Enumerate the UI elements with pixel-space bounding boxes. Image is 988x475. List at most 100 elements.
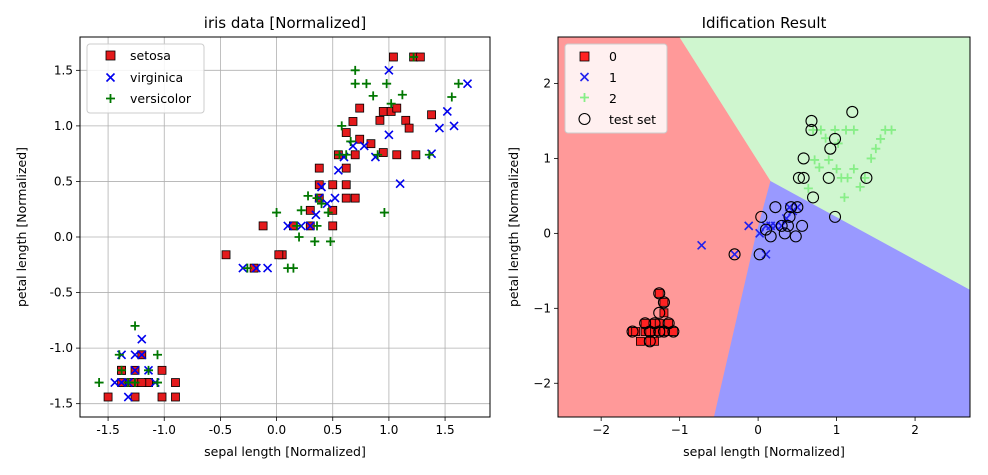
virginica-point xyxy=(130,365,140,375)
versicolor-point xyxy=(292,221,302,231)
setosa-point xyxy=(355,134,365,144)
virginica-point xyxy=(384,65,394,75)
setosa-point xyxy=(404,123,414,133)
test-set-point xyxy=(643,325,656,338)
virginica-point xyxy=(316,182,327,192)
test-set-point xyxy=(828,132,842,145)
virginica-point xyxy=(311,210,321,220)
legend-class1-label: 1 xyxy=(609,70,617,85)
versicolor-point xyxy=(303,191,313,201)
setosa-point xyxy=(258,221,268,231)
setosa-point xyxy=(375,115,385,125)
test-set-point xyxy=(789,230,802,243)
versicolor-point xyxy=(382,79,392,89)
versicolor-point xyxy=(153,378,163,388)
virginica-point xyxy=(330,193,340,203)
class-2-point xyxy=(849,125,859,135)
y-tick-label: 1 xyxy=(543,151,551,165)
y-tick-label: -1.5 xyxy=(50,397,73,411)
left-legend-box xyxy=(86,43,205,114)
class-1-point xyxy=(744,221,754,231)
virginica-point xyxy=(395,179,405,189)
setosa-point xyxy=(103,392,113,402)
test-set-point xyxy=(796,219,809,232)
class-0-point xyxy=(659,297,669,307)
test-set-point xyxy=(805,123,818,136)
versicolor-point xyxy=(288,263,298,273)
versicolor-point xyxy=(317,199,327,209)
right-plot-frame xyxy=(557,36,971,418)
x-tick-label: −1 xyxy=(671,423,689,437)
legend-virginica-marker xyxy=(105,72,116,83)
setosa-point xyxy=(341,163,351,173)
virginica-point xyxy=(251,263,261,273)
setosa-point xyxy=(328,221,338,231)
legend-class0-label: 0 xyxy=(609,49,617,64)
virginica-point xyxy=(305,221,315,231)
versicolor-point xyxy=(153,350,163,360)
left-data-points xyxy=(94,52,473,402)
versicolor-point xyxy=(447,92,457,102)
class-2-point xyxy=(821,133,831,143)
test-set-point xyxy=(781,219,794,232)
right-legend-box xyxy=(564,43,668,134)
test-set-point xyxy=(775,219,788,232)
test-set-point xyxy=(806,191,820,204)
test-set-point xyxy=(657,296,670,309)
right-x-axis-label: sepal length [Normalized] xyxy=(683,444,845,459)
test-set-point xyxy=(824,142,837,155)
test-set-point xyxy=(653,325,666,338)
x-tick-label: 2 xyxy=(911,423,919,437)
y-tick-label: 1.5 xyxy=(54,63,73,77)
virginica-point xyxy=(449,121,459,131)
class-1-point xyxy=(761,221,771,231)
class-0-point xyxy=(650,336,659,346)
virginica-point xyxy=(116,377,127,388)
versicolor-point xyxy=(312,221,322,231)
class-2-point xyxy=(810,155,820,165)
left-axis-ticks: -1.5 -1.0 -0.5 0.0 0.5 1.0 1.5 -1.5 -1.0 -0.5 0.0 0… xyxy=(50,63,455,437)
test-set-point xyxy=(778,227,791,240)
x-tick-label: 0.5 xyxy=(323,423,342,437)
setosa-point xyxy=(392,103,402,113)
versicolor-point xyxy=(350,65,360,75)
setosa-point xyxy=(378,107,388,116)
test-set-point xyxy=(785,201,798,214)
test-set-point xyxy=(791,201,804,214)
class-2-point xyxy=(832,164,842,174)
legend-virginica-label: virginica xyxy=(130,70,183,85)
class-1-point xyxy=(697,240,707,250)
setosa-point xyxy=(350,193,360,203)
setosa-point xyxy=(411,150,421,160)
left-y-axis-label: petal length [Normalized] xyxy=(14,147,29,307)
legend-class2-label: 2 xyxy=(609,91,617,106)
virginica-point xyxy=(359,141,369,151)
left-chart-title: iris data [Normalized] xyxy=(204,14,366,32)
class-2-point xyxy=(816,125,826,135)
setosa-point xyxy=(388,52,398,62)
y-tick-label: 0.0 xyxy=(54,230,73,244)
test-set-point xyxy=(797,171,810,184)
class-2-point xyxy=(808,125,818,135)
setosa-point xyxy=(341,193,351,203)
virginica-point xyxy=(283,221,293,231)
setosa-point xyxy=(171,392,180,402)
setosa-point xyxy=(157,392,167,402)
test-set-point xyxy=(626,325,639,338)
right-legend: 0 1 2 test set xyxy=(564,43,668,134)
setosa-point xyxy=(221,250,231,260)
virginica-point xyxy=(137,334,147,344)
x-tick-label: 0 xyxy=(754,423,762,437)
class-2-point xyxy=(860,173,870,183)
versicolor-point xyxy=(361,79,371,89)
setosa-point xyxy=(350,150,360,160)
left-gridlines xyxy=(80,37,490,417)
versicolor-point xyxy=(386,99,396,109)
setosa-point xyxy=(392,150,402,160)
setosa-point xyxy=(274,250,284,260)
class-1-point xyxy=(730,249,740,259)
x-tick-label: -0.5 xyxy=(209,423,232,437)
x-tick-label: -1.5 xyxy=(96,423,119,437)
versicolor-point xyxy=(310,236,320,246)
setosa-point xyxy=(341,128,351,137)
